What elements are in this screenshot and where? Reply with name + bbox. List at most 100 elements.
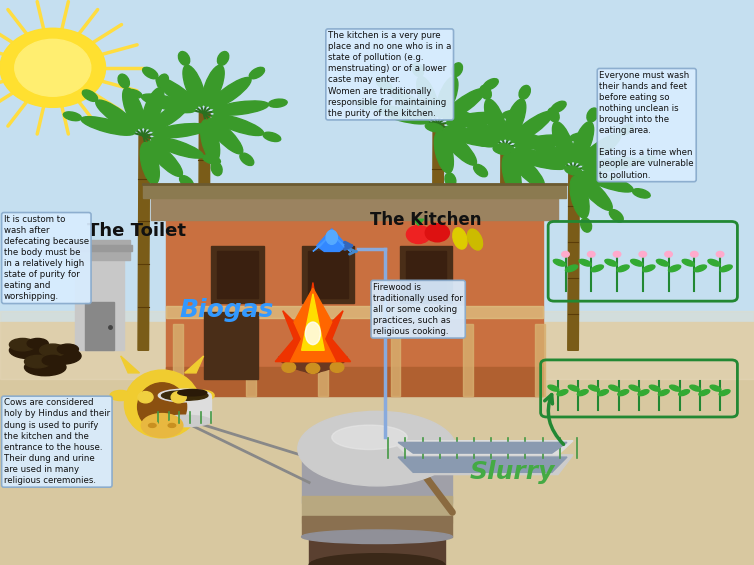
Ellipse shape <box>179 51 190 66</box>
Ellipse shape <box>642 265 655 272</box>
Ellipse shape <box>658 390 670 395</box>
Ellipse shape <box>63 112 81 121</box>
Ellipse shape <box>526 134 567 165</box>
Ellipse shape <box>298 411 456 486</box>
Ellipse shape <box>579 134 621 165</box>
Ellipse shape <box>708 259 720 266</box>
Circle shape <box>562 251 569 257</box>
Text: It is custom to
wash after
defecating because
the body must be
in a relatively h: It is custom to wash after defecating be… <box>4 215 89 301</box>
Ellipse shape <box>412 63 424 77</box>
Ellipse shape <box>201 120 219 162</box>
Ellipse shape <box>250 67 265 79</box>
Ellipse shape <box>326 231 337 244</box>
Polygon shape <box>290 288 336 362</box>
Ellipse shape <box>306 356 347 373</box>
Ellipse shape <box>208 121 227 130</box>
Bar <box>166 220 543 379</box>
Ellipse shape <box>240 153 254 166</box>
Ellipse shape <box>443 89 485 120</box>
Ellipse shape <box>690 385 700 391</box>
Ellipse shape <box>302 530 452 544</box>
Circle shape <box>138 392 153 403</box>
Ellipse shape <box>332 425 407 450</box>
Ellipse shape <box>446 112 502 127</box>
Circle shape <box>171 392 186 403</box>
Ellipse shape <box>694 265 706 272</box>
Bar <box>166 367 543 395</box>
Ellipse shape <box>81 116 134 135</box>
Ellipse shape <box>502 154 521 195</box>
Bar <box>166 306 543 319</box>
Ellipse shape <box>669 265 681 272</box>
Ellipse shape <box>682 259 694 266</box>
Ellipse shape <box>152 124 208 138</box>
Ellipse shape <box>649 385 661 391</box>
Bar <box>406 251 446 298</box>
Ellipse shape <box>158 415 211 427</box>
Ellipse shape <box>657 259 669 266</box>
Polygon shape <box>185 356 204 373</box>
Ellipse shape <box>151 184 162 198</box>
Circle shape <box>282 362 296 372</box>
Ellipse shape <box>581 218 592 232</box>
Bar <box>173 324 183 396</box>
Ellipse shape <box>142 94 195 112</box>
Bar <box>309 489 445 565</box>
Bar <box>204 312 258 379</box>
Bar <box>68 245 132 251</box>
Ellipse shape <box>203 155 220 164</box>
Ellipse shape <box>9 338 35 351</box>
Ellipse shape <box>118 74 130 88</box>
Ellipse shape <box>445 173 456 187</box>
Polygon shape <box>198 113 210 350</box>
Ellipse shape <box>443 128 496 146</box>
Ellipse shape <box>551 101 566 112</box>
Circle shape <box>330 362 344 372</box>
Ellipse shape <box>512 124 527 135</box>
Polygon shape <box>568 170 579 350</box>
Ellipse shape <box>504 99 526 140</box>
Ellipse shape <box>96 100 137 131</box>
Ellipse shape <box>217 51 228 66</box>
Circle shape <box>691 251 698 257</box>
Ellipse shape <box>719 390 730 395</box>
Ellipse shape <box>156 77 198 108</box>
Bar <box>308 251 348 298</box>
Ellipse shape <box>619 124 634 135</box>
Bar <box>391 324 400 396</box>
Ellipse shape <box>24 359 66 376</box>
Bar <box>143 184 566 198</box>
Ellipse shape <box>638 390 649 395</box>
Ellipse shape <box>375 105 428 124</box>
Bar <box>246 324 256 396</box>
Polygon shape <box>398 442 567 453</box>
Ellipse shape <box>608 385 620 391</box>
Bar <box>158 396 211 421</box>
Ellipse shape <box>425 123 443 132</box>
Ellipse shape <box>123 88 144 129</box>
Ellipse shape <box>124 89 142 98</box>
Ellipse shape <box>124 370 200 438</box>
Ellipse shape <box>605 259 617 266</box>
Circle shape <box>15 40 90 96</box>
Text: Slurry: Slurry <box>470 460 556 484</box>
Ellipse shape <box>203 65 224 106</box>
Ellipse shape <box>557 390 568 395</box>
Ellipse shape <box>210 77 251 108</box>
Ellipse shape <box>453 228 467 249</box>
Ellipse shape <box>458 111 499 142</box>
Ellipse shape <box>24 355 51 368</box>
Bar <box>302 449 452 503</box>
Ellipse shape <box>376 79 391 90</box>
Text: The Toilet: The Toilet <box>87 222 185 240</box>
Ellipse shape <box>161 390 208 401</box>
Ellipse shape <box>565 166 582 176</box>
Ellipse shape <box>417 76 438 118</box>
Text: Everyone must wash
their hands and feet
before eating so
nothing unclean is
brou: Everyone must wash their hands and feet … <box>599 71 694 180</box>
Polygon shape <box>275 282 351 362</box>
Text: Cows are considered
holy by Hindus and their
dung is used to purify
the kitchen : Cows are considered holy by Hindus and t… <box>4 398 110 485</box>
Bar <box>151 189 558 220</box>
Ellipse shape <box>541 187 556 199</box>
Ellipse shape <box>137 383 186 431</box>
Ellipse shape <box>143 88 164 129</box>
